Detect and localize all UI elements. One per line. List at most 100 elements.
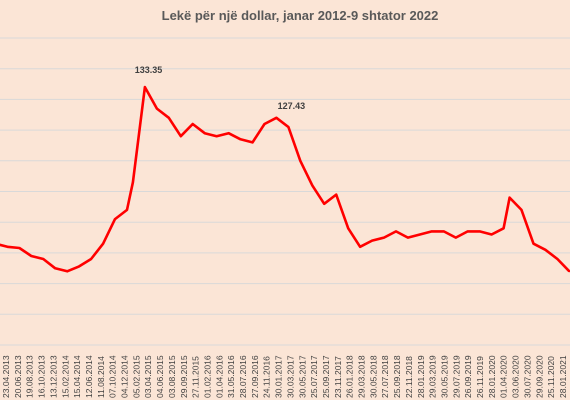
x-tick-label: 30.05.2019 xyxy=(439,355,449,398)
x-tick-label: 22.11.2018 xyxy=(404,356,414,398)
x-tick-label: 28.01.2019 xyxy=(416,355,426,398)
data-point xyxy=(6,245,9,248)
x-tick-label: 28.01.2020 xyxy=(487,355,497,398)
x-tick-label: 25.09.2017 xyxy=(321,355,331,398)
x-tick-label: 29.09.2015 xyxy=(179,355,189,398)
data-point xyxy=(42,258,45,260)
x-tick-label: 28.07.2016 xyxy=(238,355,248,398)
x-tick-label: 13.12.2013 xyxy=(48,355,58,398)
data-point xyxy=(191,123,194,125)
data-point xyxy=(478,230,481,233)
data-point xyxy=(520,208,523,211)
data-point xyxy=(532,242,535,245)
x-tick-label: 16.10.2013 xyxy=(37,355,47,398)
data-point xyxy=(54,267,57,270)
x-tick-label: 01.02.2016 xyxy=(202,355,212,398)
x-tick-label: 03.08.2015 xyxy=(167,355,177,398)
x-tick-label: 31.05.2016 xyxy=(226,355,236,398)
x-tick-label: 23.11.2017 xyxy=(333,356,343,398)
x-tick-label: 30.07.2020 xyxy=(522,355,532,398)
data-point xyxy=(126,208,128,211)
data-point xyxy=(78,265,81,268)
data-point xyxy=(383,236,385,239)
x-tick-label: 15.04.2014 xyxy=(72,355,82,398)
data-point xyxy=(454,236,457,239)
data-point xyxy=(490,233,493,236)
x-tick-label: 30.01.2017 xyxy=(274,355,284,398)
x-tick-label: 25.07.2017 xyxy=(309,355,319,398)
data-point xyxy=(155,107,158,110)
data-point xyxy=(371,239,374,242)
x-tick-label: 11.08.2014 xyxy=(96,356,106,398)
data-point xyxy=(114,218,116,221)
data-point xyxy=(287,126,290,128)
x-tick-label: 29.07.2019 xyxy=(451,355,461,398)
x-tick-label: 26.11.2019 xyxy=(475,356,485,398)
data-point xyxy=(90,258,93,260)
x-tick-label: 30.05.2018 xyxy=(368,355,378,398)
data-point xyxy=(66,270,69,273)
data-point xyxy=(299,159,302,162)
x-tick-label: 07.10.2014 xyxy=(108,355,118,398)
data-point xyxy=(311,184,314,187)
x-tick-label: 28.01.2021 xyxy=(558,355,568,398)
data-label: 133.35 xyxy=(135,65,163,75)
x-tick-label: 01.04.2016 xyxy=(214,355,224,398)
data-point xyxy=(359,245,362,248)
data-point xyxy=(556,258,559,260)
data-point xyxy=(335,193,338,196)
x-tick-label: 26.09.2019 xyxy=(463,355,473,398)
data-point xyxy=(466,230,469,233)
data-point xyxy=(215,135,218,138)
data-point xyxy=(102,242,105,245)
x-tick-label: 12.06.2014 xyxy=(84,355,94,398)
x-tick-label: 30.03.2017 xyxy=(285,355,295,398)
data-point xyxy=(442,230,445,233)
chart-title: Lekë për një dollar, janar 2012-9 shtato… xyxy=(161,8,439,23)
x-tick-label: 27.11.2015 xyxy=(191,356,201,398)
x-tick-label: 30.05.2017 xyxy=(297,355,307,398)
data-point xyxy=(167,116,170,119)
data-point xyxy=(131,181,134,184)
data-point xyxy=(347,227,350,230)
data-point xyxy=(502,227,505,230)
x-tick-label: 29.09.2020 xyxy=(534,355,544,398)
data-point xyxy=(227,132,230,135)
data-point xyxy=(18,247,21,249)
data-point xyxy=(251,141,254,144)
x-tick-label: 20.06.2013 xyxy=(13,355,23,398)
x-tick-label: 03.06.2020 xyxy=(511,355,521,398)
data-point xyxy=(263,123,266,125)
data-point xyxy=(239,138,242,141)
data-point xyxy=(143,86,146,89)
data-point xyxy=(323,202,326,205)
data-point xyxy=(203,132,206,135)
data-point xyxy=(179,135,182,138)
x-tick-label: 25.09.2018 xyxy=(392,355,402,398)
x-tick-label: 26.01.2018 xyxy=(345,355,355,398)
x-tick-label: 04.06.2015 xyxy=(155,355,165,398)
x-tick-label: 01.04.2020 xyxy=(499,355,509,398)
x-tick-label: 04.12.2014 xyxy=(120,355,130,398)
data-point xyxy=(544,248,547,251)
data-label: 127.43 xyxy=(278,101,306,111)
series-line xyxy=(0,85,570,273)
x-tick-label: 15.02.2014 xyxy=(60,355,70,398)
data-point xyxy=(430,230,433,233)
data-point xyxy=(275,116,278,119)
x-tick-label: 05.02.2015 xyxy=(131,355,141,398)
x-tick-label: 23.04.2013 xyxy=(1,355,11,398)
x-tick-label: 19.08.2013 xyxy=(25,355,35,398)
x-tick-label: 03.04.2015 xyxy=(143,355,153,398)
x-tick-label: 29.03.2018 xyxy=(357,355,367,398)
x-tick-label: 27.09.2016 xyxy=(250,355,260,398)
data-point xyxy=(418,233,421,236)
data-point xyxy=(395,230,397,233)
x-tick-label: 27.07.2018 xyxy=(380,355,390,398)
data-point xyxy=(30,255,33,257)
data-point xyxy=(406,236,409,239)
x-tick-label: 24.11.2016 xyxy=(262,356,272,398)
data-point xyxy=(508,196,511,199)
